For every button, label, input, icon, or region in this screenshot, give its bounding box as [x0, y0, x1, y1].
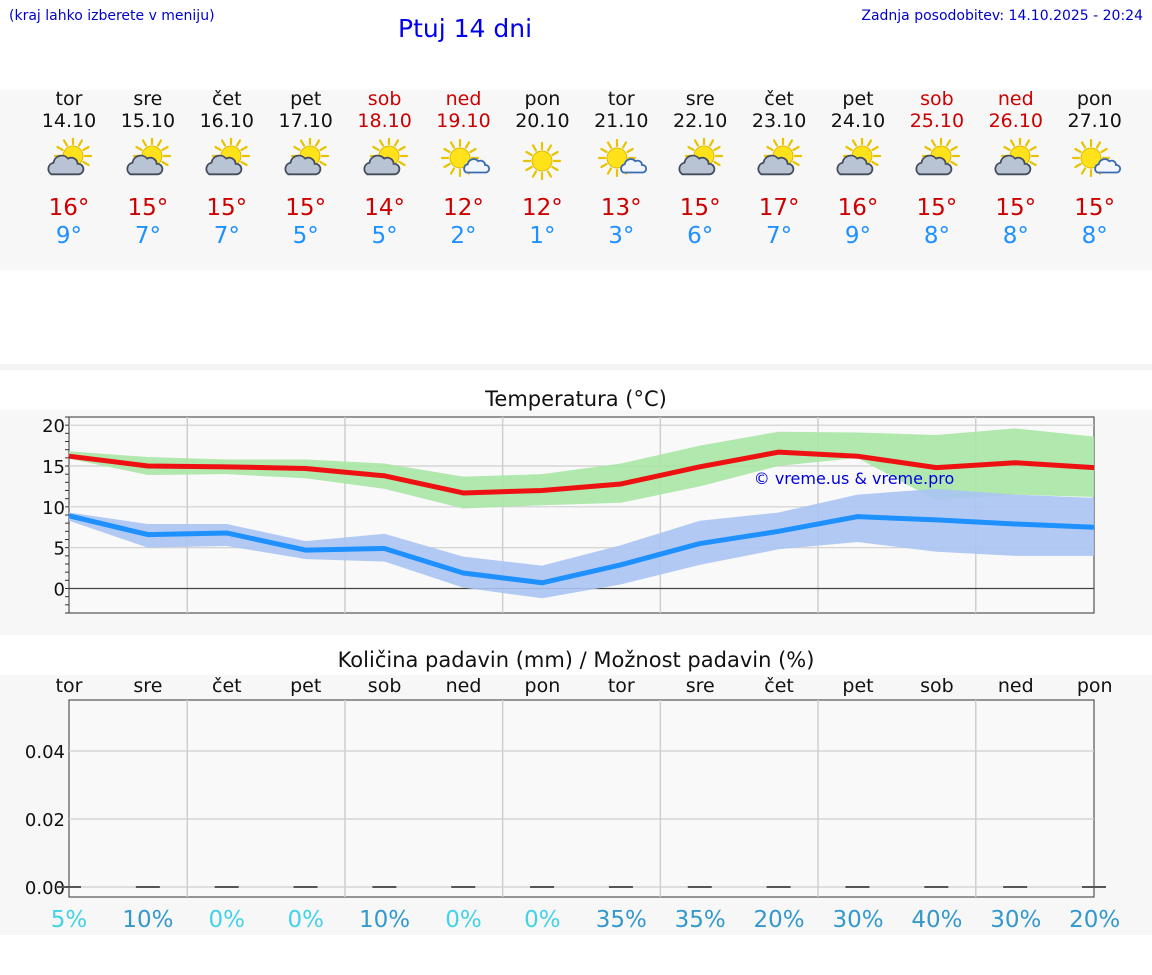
day-tmin: 7°	[213, 223, 240, 249]
day-column: tor 14.10 16° 9°	[24, 88, 114, 250]
day-date: 18.10	[357, 110, 412, 132]
day-weekday: pet	[290, 88, 322, 110]
precipitation-chart-panel	[0, 675, 1152, 935]
partly-cloudy-icon	[47, 138, 93, 176]
day-column: ned 19.10 12° 2°	[419, 88, 509, 250]
day-weekday: ned	[997, 88, 1034, 110]
day-tmin: 2°	[450, 223, 477, 249]
day-tmin: 9°	[55, 223, 83, 249]
day-tmin: 3°	[608, 223, 635, 249]
day-tmin: 6°	[687, 223, 714, 249]
day-weekday: pon	[1076, 88, 1113, 110]
day-tmax: 13°	[600, 195, 642, 221]
day-column: ned 26.10 15° 8°	[971, 88, 1061, 250]
sunny-icon	[523, 141, 562, 181]
day-column: sob 25.10 15° 8°	[892, 88, 982, 250]
day-weekday: pet	[842, 88, 874, 110]
mostly-sunny-icon	[1071, 138, 1121, 178]
day-column: pet 24.10 16° 9°	[813, 88, 903, 250]
partly-cloudy-icon	[836, 138, 882, 176]
day-column: tor 21.10 13° 3°	[576, 88, 666, 250]
day-column: čet 16.10 15° 7°	[182, 88, 272, 250]
day-date: 21.10	[594, 110, 649, 132]
day-date: 15.10	[120, 110, 176, 132]
day-date: 16.10	[199, 110, 254, 132]
day-tmax: 17°	[758, 195, 800, 221]
day-tmin: 7°	[134, 223, 161, 249]
partly-cloudy-icon	[205, 138, 250, 176]
mostly-sunny-icon	[440, 138, 490, 178]
day-weekday: ned	[445, 88, 482, 110]
day-column: pon 20.10 12° 1°	[497, 88, 587, 250]
temperature-chart-panel	[0, 410, 1152, 635]
precipitation-chart-title: Količina padavin (mm) / Možnost padavin …	[337, 648, 815, 672]
day-tmax: 16°	[837, 195, 879, 221]
day-column: čet 23.10 17° 7°	[734, 88, 824, 250]
day-date: 24.10	[830, 110, 886, 132]
last-updated: Zadnja posodobitev: 14.10.2025 - 20:24	[861, 8, 1143, 24]
mostly-sunny-icon	[598, 138, 648, 178]
day-tmax: 15°	[679, 195, 721, 221]
day-tmin: 1°	[529, 223, 556, 249]
day-tmin: 7°	[766, 223, 793, 249]
partly-cloudy-icon	[284, 138, 329, 176]
day-column: pet 17.10 15° 5°	[261, 88, 351, 250]
day-tmax: 15°	[285, 195, 327, 221]
day-tmin: 5°	[371, 223, 398, 249]
partly-cloudy-icon	[678, 138, 724, 176]
forecast-strip	[0, 90, 1152, 270]
day-date: 26.10	[988, 110, 1043, 132]
day-tmin: 5°	[292, 223, 319, 249]
day-column: pon 27.10 15° 8°	[1050, 88, 1140, 250]
day-tmax: 15°	[1074, 195, 1116, 221]
partly-cloudy-icon	[126, 138, 171, 176]
day-date: 22.10	[672, 110, 728, 132]
day-tmin: 8°	[923, 223, 950, 249]
day-date: 20.10	[515, 110, 570, 132]
day-date: 19.10	[436, 110, 491, 132]
day-weekday: pon	[524, 88, 561, 110]
day-tmax: 12°	[522, 195, 563, 221]
day-tmax: 15°	[995, 195, 1037, 221]
day-date: 17.10	[278, 110, 333, 132]
location-hint: (kraj lahko izberete v meniju)	[9, 8, 215, 24]
section-divider	[0, 364, 1152, 370]
day-tmin: 8°	[1081, 223, 1108, 249]
day-weekday: čet	[212, 88, 242, 110]
day-column: sob 18.10 14° 5°	[340, 88, 430, 250]
day-weekday: sre	[685, 88, 715, 110]
day-tmin: 8°	[1002, 223, 1029, 249]
day-date: 23.10	[751, 110, 807, 132]
day-tmax: 15°	[206, 195, 248, 221]
day-weekday: tor	[607, 88, 635, 110]
partly-cloudy-icon	[363, 138, 408, 176]
partly-cloudy-icon	[994, 138, 1039, 176]
day-weekday: sob	[920, 88, 954, 110]
day-weekday: tor	[55, 88, 83, 110]
day-tmax: 12°	[443, 195, 484, 221]
temperature-chart-title: Temperatura (°C)	[485, 387, 667, 411]
page-title: Ptuj 14 dni	[398, 14, 533, 43]
day-date: 27.10	[1067, 110, 1122, 132]
day-weekday: čet	[764, 88, 794, 110]
day-tmax: 14°	[364, 195, 405, 221]
partly-cloudy-icon	[757, 138, 803, 176]
day-date: 14.10	[41, 110, 97, 132]
day-tmax: 15°	[127, 195, 169, 221]
day-date: 25.10	[909, 110, 965, 132]
day-column: sre 22.10 15° 6°	[655, 88, 745, 250]
day-weekday: sob	[367, 88, 402, 110]
day-tmin: 9°	[844, 223, 872, 249]
partly-cloudy-icon	[915, 138, 960, 176]
day-tmax: 15°	[916, 195, 958, 221]
day-weekday: sre	[133, 88, 163, 110]
day-column: sre 15.10 15° 7°	[103, 88, 193, 250]
day-tmax: 16°	[48, 195, 90, 221]
